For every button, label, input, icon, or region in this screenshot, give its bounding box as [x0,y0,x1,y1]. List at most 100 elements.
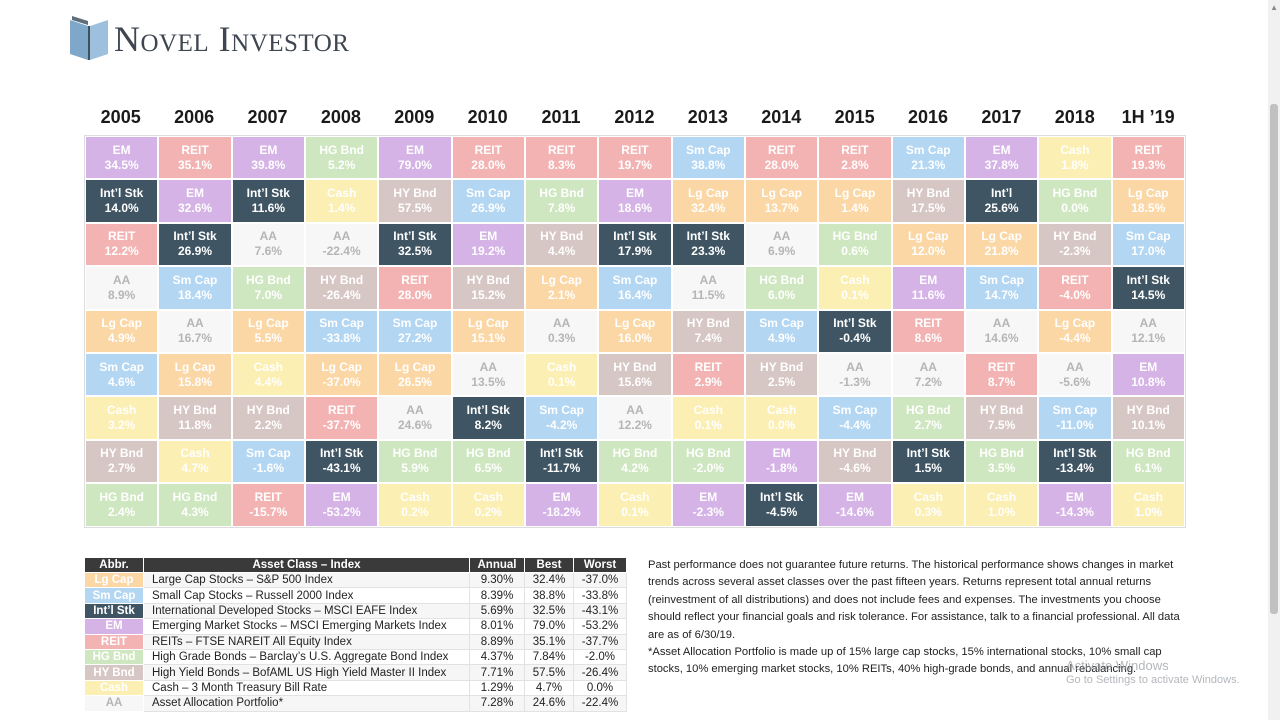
watermark-subtitle: Go to Settings to activate Windows. [1066,674,1240,686]
return-cell: Cash 0.0% [744,396,819,440]
return-cell: EM -14.6% [818,483,892,527]
legend-best: 35.1% [524,633,574,650]
legend-abbr: EM [84,618,144,635]
book-icon [70,16,108,60]
cell-return-value: 28.0% [764,157,799,172]
return-cell: Lg Cap 26.5% [378,352,452,397]
disclaimer-paragraph: Past performance does not guarantee futu… [648,559,1180,641]
return-cell: Sm Cap 4.6% [85,352,159,397]
return-cell: EM 37.8% [964,136,1039,180]
cell-return-value: 0.1% [547,374,576,389]
cell-asset-label: HG Bnd [539,186,584,201]
cell-asset-label: HY Bnd [686,316,730,331]
cell-asset-label: Sm Cap [905,142,951,157]
return-cell: AA 12.1% [1111,309,1185,353]
year-header-row: 2005 2006 2007 2008 2009 2010 2011 2012 2013 2014… [84,100,1186,135]
cell-asset-label: AA [186,316,204,331]
year-header: 2006 [174,107,215,127]
scrollbar-thumb[interactable] [1270,104,1278,614]
return-cell: Lg Cap -37.0% [304,352,379,397]
cell-return-value: 13.5% [471,374,506,389]
legend-asset-class: High Yield Bonds – BofAML US High Yield … [143,664,470,681]
return-cell: HY Bnd 7.5% [964,396,1039,440]
return-cell: Int’l Stk 32.5% [378,222,452,267]
returns-grid: EM 34.5% REIT 35.1% EM 39.8% HG Bnd 5.2% EM 79.0%… [84,135,1186,528]
legend-worst: -22.4% [573,695,627,712]
cell-return-value: 2.5% [767,374,796,389]
return-cell: HY Bnd 17.5% [891,179,965,223]
return-cell: HG Bnd 4.3% [158,483,232,527]
legend-abbr: REIT [84,633,144,650]
return-cell: Lg Cap 18.5% [1111,179,1185,223]
cell-return-value: 4.7% [181,461,209,476]
legend-asset-class: High Grade Bonds – Barclay’s U.S. Aggreg… [143,648,470,666]
return-cell: Int’l Stk 1.5% [891,439,965,484]
return-cell: AA 12.2% [598,396,672,440]
return-cell: AA 16.7% [158,309,232,353]
cell-asset-label: HY Bnd [906,186,950,201]
return-cell: HY Bnd -4.6% [818,439,892,484]
cell-return-value: 7.4% [694,331,722,346]
cell-asset-label: Sm Cap [99,359,144,374]
year-header: 1H ’19 [1121,107,1175,127]
cell-return-value: -4.4% [839,418,871,433]
cell-return-value: 2.7% [914,418,942,433]
cell-asset-label: EM [919,272,938,287]
legend-worst: -26.4% [573,664,627,681]
return-cell: HG Bnd 7.0% [231,266,305,310]
return-cell: Int’l Stk 14.0% [85,179,159,223]
cell-asset-label: HG Bnd [1052,186,1098,201]
return-cell: HG Bnd 0.0% [1038,179,1112,223]
cell-return-value: 7.6% [254,244,282,259]
cell-return-value: 17.5% [911,201,946,216]
legend-asset-class: Cash – 3 Month Treasury Bill Rate [143,679,470,697]
return-cell: HG Bnd -2.0% [671,439,745,484]
legend-best: 57.5% [524,664,574,681]
legend-row: HY Bnd High Yield Bonds – BofAML US High … [84,664,627,681]
cell-asset-label: Int’l Stk [246,186,290,201]
cell-return-value: 11.6% [251,201,285,216]
cell-asset-label: Int’l Stk [686,229,730,244]
cell-asset-label: HY Bnd [980,403,1024,418]
cell-return-value: 0.2% [401,504,429,519]
cell-asset-label: REIT [694,359,722,374]
cell-return-value: 15.2% [471,287,506,302]
cell-return-value: -15.7% [249,504,288,519]
cell-asset-label: AA [552,316,571,331]
return-cell: HY Bnd 15.6% [598,352,672,397]
cell-asset-label: Lg Cap [1054,316,1096,331]
cell-asset-label: Cash [106,403,137,418]
cell-return-value: 19.7% [617,157,652,172]
cell-return-value: 32.4% [691,201,726,216]
legend-worst: -37.0% [573,571,627,589]
grid-row: HG Bnd 2.4% HG Bnd 4.3% REIT -15.7% EM -53.2% Ca… [85,483,1185,527]
vertical-scrollbar[interactable]: ▲ [1268,0,1280,720]
return-cell: Int’l Stk -11.7% [524,439,599,484]
cell-asset-label: EM [1065,489,1084,504]
cell-return-value: -37.0% [322,374,361,389]
cell-asset-label: Sm Cap [1125,229,1171,244]
cell-return-value: 11.5% [691,287,725,302]
cell-return-value: 3.2% [107,418,136,433]
grid-row: Lg Cap 4.9% AA 16.7% Lg Cap 5.5% Sm Cap -33.8% S… [85,309,1185,353]
legend-row: REIT REITs – FTSE NAREIT All Equity Index… [84,633,627,650]
novel-investor-logo[interactable]: Novel Investor [68,12,349,64]
return-cell: Sm Cap 38.8% [671,136,745,180]
legend-annual: 9.30% [469,571,525,589]
grid-row: AA 8.9% Sm Cap 18.4% HG Bnd 7.0% HY Bnd -26.4% R… [85,266,1185,310]
cell-return-value: 4.9% [107,331,136,346]
cell-asset-label: AA [699,272,717,287]
cell-return-value: -18.2% [542,504,581,519]
cell-asset-label: Lg Cap [834,186,876,201]
scroll-up-arrow-icon[interactable]: ▲ [1270,3,1278,12]
cell-return-value: 15.8% [177,374,212,389]
cell-asset-label: Lg Cap [394,359,436,374]
cell-return-value: 16.0% [617,331,652,346]
brand-name: Novel Investor [114,19,350,59]
legend-annual: 8.01% [469,618,525,635]
legend-abbr: AA [84,695,144,712]
return-cell: HG Bnd 3.5% [964,439,1039,484]
cell-asset-label: REIT [841,142,869,157]
cell-asset-label: AA [772,229,791,244]
return-cell: Sm Cap 17.0% [1111,222,1185,267]
